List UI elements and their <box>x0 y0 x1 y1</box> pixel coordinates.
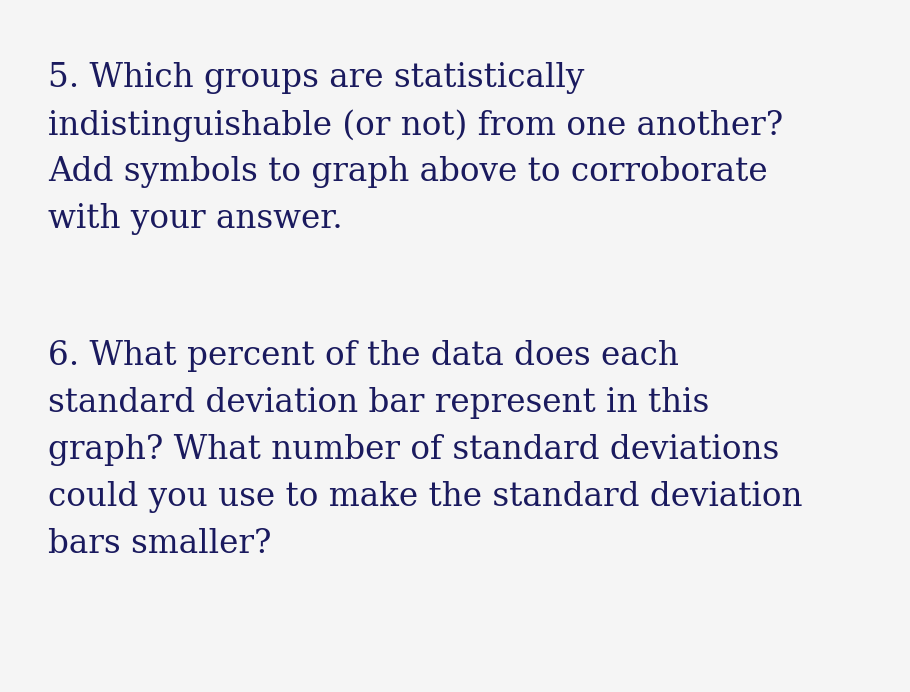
Text: with your answer.: with your answer. <box>48 203 343 235</box>
Text: bars smaller?: bars smaller? <box>48 528 271 560</box>
Text: 6. What percent of the data does each: 6. What percent of the data does each <box>48 340 679 372</box>
Text: 5. Which groups are statistically: 5. Which groups are statistically <box>48 62 584 94</box>
Text: graph? What number of standard deviations: graph? What number of standard deviation… <box>48 434 779 466</box>
Text: indistinguishable (or not) from one another?: indistinguishable (or not) from one anot… <box>48 109 784 142</box>
Text: could you use to make the standard deviation: could you use to make the standard devia… <box>48 481 803 513</box>
Text: standard deviation bar represent in this: standard deviation bar represent in this <box>48 387 709 419</box>
Text: Add symbols to graph above to corroborate: Add symbols to graph above to corroborat… <box>48 156 768 188</box>
